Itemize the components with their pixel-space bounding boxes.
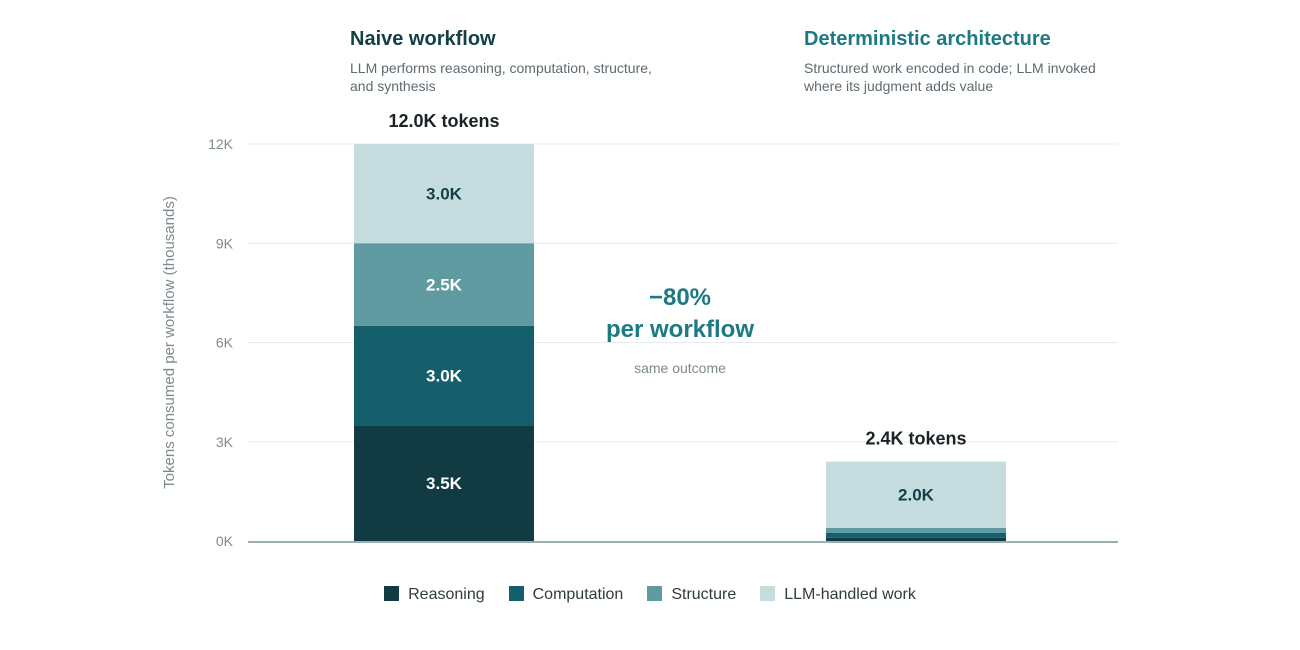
- bar-total-label: 12.0K tokens: [388, 111, 499, 131]
- deterministic-architecture-subtitle: Structured work encoded in code; LLM inv…: [804, 60, 1096, 94]
- legend-item: LLM-handled work: [760, 586, 916, 604]
- legend-swatch: [647, 586, 663, 601]
- bar-segment: [826, 527, 1006, 533]
- reduction-percentage: −80%: [649, 284, 711, 311]
- bar-segment: [826, 537, 1006, 541]
- reduction-note: same outcome: [634, 360, 726, 376]
- legend-label: Reasoning: [408, 586, 485, 603]
- y-tick-label: 9K: [216, 235, 234, 251]
- legend-item: Computation: [508, 586, 624, 604]
- bar-total-label: 2.4K tokens: [865, 429, 966, 449]
- legend-item: Reasoning: [384, 586, 485, 604]
- legend-label: Computation: [532, 586, 624, 603]
- segment-value-label: 3.5K: [426, 474, 463, 493]
- naive-workflow-header: Naive workflow LLM performs reasoning, c…: [350, 26, 670, 95]
- legend-swatch: [508, 586, 524, 601]
- bar-segment: [826, 461, 1006, 528]
- bar-segment: [354, 144, 534, 244]
- y-tick-label: 0K: [216, 533, 234, 549]
- y-tick-label: 6K: [216, 335, 234, 351]
- segment-value-label: 2.5K: [426, 276, 463, 295]
- bar-segment: [354, 325, 534, 426]
- segment-value-label: 2.0K: [898, 486, 935, 505]
- legend-swatch: [384, 586, 400, 601]
- legend-swatch: [760, 586, 776, 601]
- y-tick-label: 12K: [208, 136, 234, 152]
- segment-value-label: 3.0K: [426, 185, 463, 204]
- deterministic-architecture-header: Deterministic architecture Structured wo…: [804, 26, 1124, 95]
- y-axis-label: Tokens consumed per workflow (thousands): [161, 196, 178, 489]
- legend-label: LLM-handled work: [784, 586, 916, 603]
- legend-label: Structure: [671, 586, 737, 603]
- bar-segment: [826, 532, 1006, 538]
- reduction-caption: per workflow: [606, 316, 754, 343]
- segment-value-label: 3.0K: [426, 367, 463, 386]
- y-tick-label: 3K: [216, 434, 234, 450]
- bar-segment: [354, 425, 534, 541]
- bar-segment: [354, 243, 534, 326]
- chart-legend: Reasoning Computation Structure LLM-handled…: [0, 586, 1300, 604]
- deterministic-architecture-title: Deterministic architecture: [804, 28, 1051, 50]
- naive-workflow-title: Naive workflow: [350, 28, 496, 50]
- naive-workflow-subtitle: LLM performs reasoning, computation, str…: [350, 60, 652, 94]
- legend-item: Structure: [647, 586, 736, 604]
